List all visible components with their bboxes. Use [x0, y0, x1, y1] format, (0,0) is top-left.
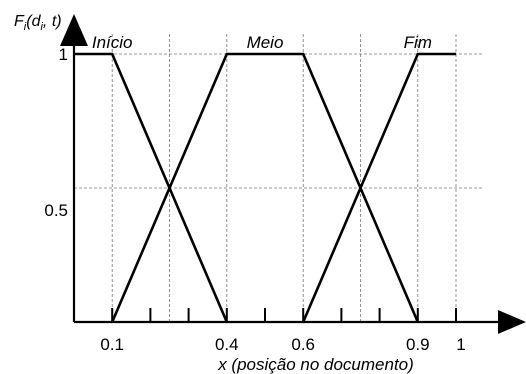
x-tick-label: 0.1 [100, 335, 124, 354]
x-axis-label: x (posição no documento) [217, 355, 414, 374]
x-tick-label: 0.4 [215, 335, 239, 354]
y-axis-label: Fi(di, t) [14, 13, 62, 33]
guide-lines [74, 34, 482, 322]
series-label: Fim [404, 33, 432, 52]
series-lines [74, 52, 456, 323]
y-axis-arrow [60, 14, 88, 46]
chart-labels: Fi(di, t) x (posição no documento) 0.1 0.… [14, 13, 466, 374]
x-tick-label: 0.9 [406, 335, 430, 354]
y-tick-label: 0.5 [44, 201, 68, 220]
x-tick-label: 0.6 [291, 335, 315, 354]
series-label: Início [92, 33, 133, 52]
y-tick-label: 1 [59, 45, 68, 64]
series-label: Meio [247, 33, 284, 52]
x-axis-arrow [498, 310, 526, 334]
x-tick-label: 1 [456, 335, 465, 354]
series-line [302, 52, 456, 323]
series-line [74, 52, 228, 323]
